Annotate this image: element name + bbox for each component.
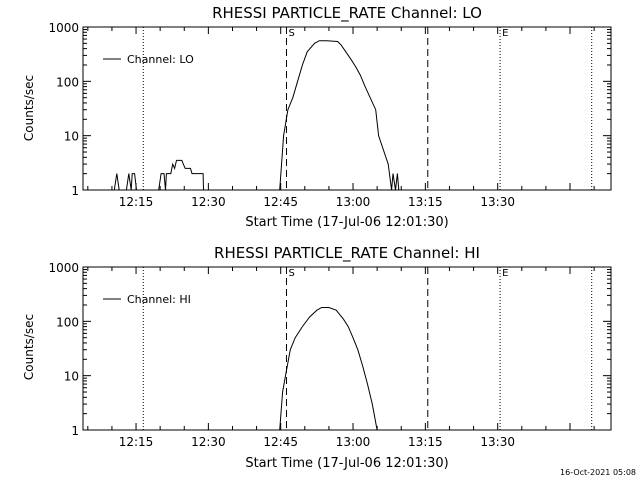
lo-marker-label-1: S: [288, 28, 294, 39]
lo-x-tick-label-0: 12:15: [119, 195, 154, 209]
hi-legend-label: Channel: HI: [127, 293, 191, 306]
hi-x-tick-label-2: 12:45: [263, 435, 298, 449]
lo-x-axis-label: Start Time (17-Jul-06 12:01:30): [245, 215, 448, 230]
hi-y-tick-label-0: 1: [71, 424, 79, 438]
hi-y-tick-label-3: 1000: [48, 261, 79, 275]
lo-legend-label: Channel: LO: [127, 53, 194, 66]
hi-x-tick-label-3: 13:00: [336, 435, 371, 449]
lo-y-tick-label-2: 100: [56, 75, 79, 89]
lo-marker-label-3: E: [502, 28, 508, 39]
lo-x-tick-label-4: 13:15: [408, 195, 443, 209]
hi-channel-panel: RHESSI PARTICLE_RATE Channel: HI Counts/…: [22, 244, 612, 471]
lo-x-tick-label-2: 12:45: [263, 195, 298, 209]
lo-chart-title: RHESSI PARTICLE_RATE Channel: LO: [212, 4, 482, 23]
hi-plot-frame: [82, 266, 612, 431]
lo-axis-ticks: 12:15 12:30 12:45 13:00 13:15 13:30 1 10 100 1000: [48, 21, 611, 209]
hi-chart-title: RHESSI PARTICLE_RATE Channel: HI: [214, 244, 480, 263]
hi-x-tick-label-1: 12:30: [191, 435, 226, 449]
lo-y-tick-label-1: 10: [64, 130, 79, 144]
lo-y-tick-label-0: 1: [71, 184, 79, 198]
hi-x-tick-label-5: 13:30: [480, 435, 515, 449]
hi-marker-label-3: E: [502, 268, 508, 279]
hi-series-line-0: [279, 307, 378, 431]
lo-y-tick-label-3: 1000: [48, 21, 79, 35]
hi-x-axis-label: Start Time (17-Jul-06 12:01:30): [245, 456, 448, 471]
hi-marker-label-1: S: [288, 268, 294, 279]
lo-legend: Channel: LO: [103, 53, 194, 66]
lo-x-tick-label-3: 13:00: [336, 195, 371, 209]
footer-timestamp: 16-Oct-2021 05:08: [560, 468, 636, 477]
lo-channel-panel: RHESSI PARTICLE_RATE Channel: LO Counts/…: [22, 4, 612, 230]
hi-y-tick-label-1: 10: [64, 370, 79, 384]
lo-plot-frame: [82, 26, 612, 191]
lo-y-axis-label: Counts/sec: [22, 75, 36, 141]
lo-x-tick-label-5: 13:30: [480, 195, 515, 209]
hi-series-layer: [279, 307, 378, 431]
hi-y-axis-label: Counts/sec: [22, 314, 36, 380]
hi-legend: Channel: HI: [103, 293, 191, 306]
lo-x-tick-label-1: 12:30: [191, 195, 226, 209]
hi-x-tick-label-0: 12:15: [119, 435, 154, 449]
hi-x-tick-label-4: 13:15: [408, 435, 443, 449]
hi-y-tick-label-2: 100: [56, 315, 79, 329]
hi-axis-ticks: 12:15 12:30 12:45 13:00 13:15 13:30 1 10 100 1000: [48, 261, 611, 449]
